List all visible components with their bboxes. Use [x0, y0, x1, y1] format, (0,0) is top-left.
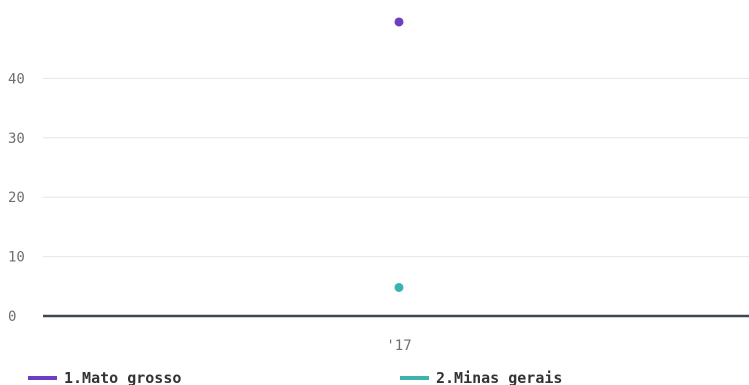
legend-label: 1.Mato grosso [64, 369, 181, 385]
data-points [394, 17, 404, 292]
x-tick-label: '17 [386, 338, 411, 354]
data-point-series-2[interactable] [394, 282, 404, 292]
y-tick-label: 40 [8, 71, 25, 87]
y-tick-label: 20 [8, 190, 25, 206]
y-tick-label: 0 [8, 309, 16, 325]
y-axis-ticks: 0 10 20 30 40 [8, 71, 25, 325]
legend-label: 2.Minas gerais [436, 369, 562, 385]
y-tick-label: 10 [8, 250, 25, 266]
x-axis-ticks: '17 [386, 338, 411, 354]
grid-lines [43, 77, 749, 258]
y-tick-label: 30 [8, 131, 25, 147]
legend: 1.Mato grosso 2.Minas gerais [28, 369, 562, 385]
data-point-series-1[interactable] [394, 17, 404, 27]
